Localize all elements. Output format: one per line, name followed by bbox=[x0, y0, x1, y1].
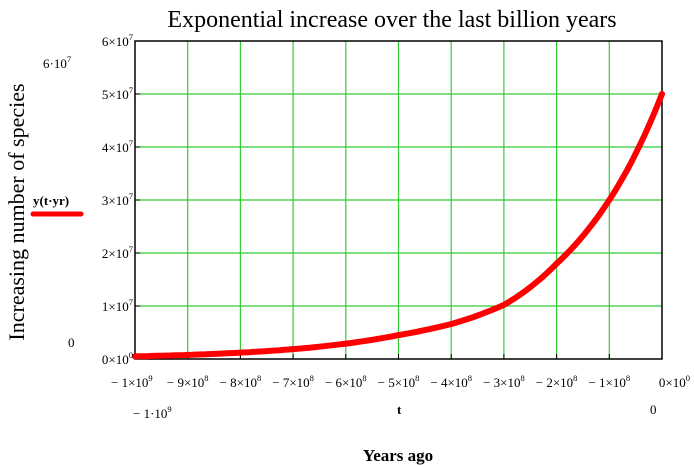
x-limit-left-mantissa: − 1·10 bbox=[133, 406, 167, 421]
x-tick-labels: − 1×109 − 9×108 − 8×108 − 7×108 − 6×108 − 5×1… bbox=[111, 373, 690, 390]
y-limit-top-exponent: 7 bbox=[67, 54, 71, 64]
series-layer bbox=[132, 91, 665, 360]
x-tick-label: − 2×108 bbox=[536, 373, 578, 390]
y-tick-label: 1×107 bbox=[102, 297, 133, 314]
y-tick-label: 3×107 bbox=[102, 191, 133, 208]
y-tick-label: 5×107 bbox=[102, 85, 133, 102]
y-tick-labels: 0×100 1×107 2×107 3×107 4×107 5×107 6×107 bbox=[102, 32, 133, 367]
x-axis-label: Years ago bbox=[363, 446, 433, 465]
y-limit-top: 6·107 bbox=[43, 54, 71, 71]
x-tick-label: − 7×108 bbox=[272, 373, 314, 390]
data-point bbox=[606, 197, 613, 203]
x-tick-label: 0×100 bbox=[659, 373, 690, 390]
data-point bbox=[395, 332, 402, 339]
y-limit-bottom: 0 bbox=[68, 335, 75, 350]
data-point bbox=[290, 346, 297, 353]
data-point bbox=[184, 351, 191, 358]
y-tick-label: 6×107 bbox=[102, 32, 133, 49]
x-tick-label: − 9×108 bbox=[167, 373, 209, 390]
x-tick-label: − 4×108 bbox=[430, 373, 472, 390]
data-point bbox=[237, 349, 244, 356]
x-limit-right: 0 bbox=[650, 402, 657, 417]
x-tick-label: − 1×109 bbox=[111, 373, 153, 390]
x-variable-label: t bbox=[397, 402, 402, 417]
plot-frame bbox=[134, 40, 663, 360]
x-tick-label: − 3×108 bbox=[483, 373, 525, 390]
data-point bbox=[659, 91, 665, 97]
data-point bbox=[342, 340, 349, 347]
data-point bbox=[553, 260, 560, 267]
x-tick-label: − 5×108 bbox=[378, 373, 420, 390]
y-tick-label: 4×107 bbox=[102, 138, 133, 155]
legend-series-name: y(t·yr) bbox=[33, 193, 69, 208]
x-tick-label: − 1×108 bbox=[588, 373, 630, 390]
x-limit-left-exponent: 9 bbox=[167, 404, 171, 414]
x-limit-left: − 1·109 bbox=[133, 404, 172, 421]
data-point bbox=[448, 321, 455, 328]
x-tick-label: − 8×108 bbox=[220, 373, 262, 390]
data-point bbox=[132, 353, 138, 360]
y-axis-label: Increasing number of species bbox=[4, 83, 29, 340]
y-limit-top-mantissa: 6·10 bbox=[43, 56, 67, 71]
grid bbox=[135, 41, 662, 359]
x-tick-label: − 6×108 bbox=[325, 373, 367, 390]
chart-title: Exponential increase over the last billi… bbox=[167, 7, 616, 33]
y-tick-label: 2×107 bbox=[102, 244, 133, 261]
data-point bbox=[500, 301, 507, 308]
y-tick-label: 0×100 bbox=[102, 350, 133, 367]
